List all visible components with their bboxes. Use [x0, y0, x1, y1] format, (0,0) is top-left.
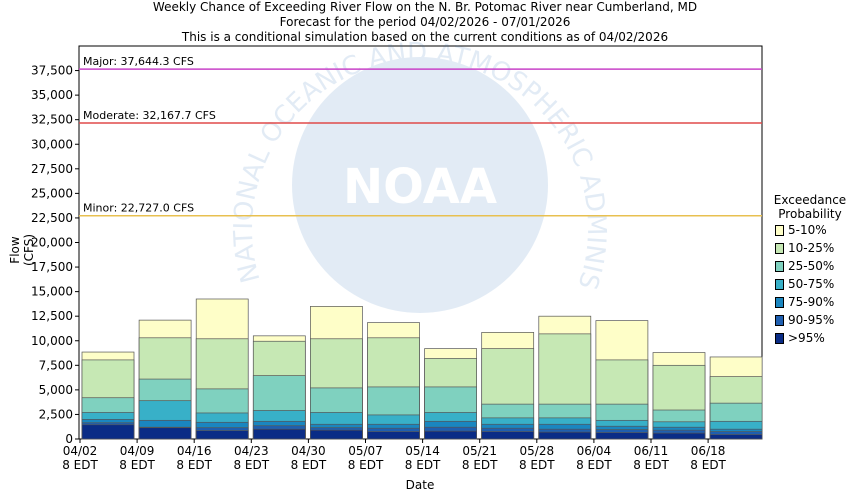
x-tick-label-date: 04/30: [291, 444, 326, 458]
x-tick-label-time: 8 EDT: [690, 458, 726, 472]
legend-label: 75-90%: [788, 295, 835, 309]
legend-swatch: [775, 278, 784, 290]
x-tick-label-time: 8 EDT: [119, 458, 155, 472]
x-tick-label-time: 8 EDT: [62, 458, 98, 472]
x-tick-label-date: 05/07: [348, 444, 383, 458]
bar-segment: [138, 427, 192, 440]
y-tick-label: 32,500: [31, 113, 73, 127]
x-tick-label-date: 04/16: [177, 444, 212, 458]
bar-segment: [367, 431, 420, 440]
x-tick-label-time: 8 EDT: [519, 458, 555, 472]
bar-segment: [195, 430, 249, 440]
legend-label: 25-50%: [788, 259, 835, 273]
y-tick-label: 20,000: [31, 236, 73, 250]
bar-segment: [310, 429, 363, 440]
y-tick-label: 7,500: [39, 358, 73, 372]
legend-label: 10-25%: [788, 241, 835, 255]
chart-subtitle-period: Forecast for the period 04/02/2026 - 07/…: [279, 15, 571, 29]
bar-segment: [709, 434, 763, 440]
x-tick-label-date: 06/18: [691, 444, 726, 458]
legend-title-line: Exceedance: [773, 193, 847, 207]
x-axis-label: Date: [405, 478, 435, 492]
legend-label: 5-10%: [788, 223, 827, 237]
x-tick-label-date: 05/14: [405, 444, 440, 458]
legend-item: 50-75%: [775, 275, 850, 293]
y-tick-label: 5,000: [39, 383, 73, 397]
x-tick-label-date: 05/21: [462, 444, 497, 458]
y-axis-label: Flow (CFS): [8, 233, 36, 267]
legend-swatch: [775, 332, 784, 344]
y-tick-label: 30,000: [31, 137, 73, 151]
bar-segment: [595, 432, 649, 440]
bar-segment: [538, 431, 592, 440]
bar-segment: [252, 428, 306, 440]
threshold-label: Minor: 22,727.0 CFS: [83, 202, 194, 215]
bar-segment: [424, 430, 477, 440]
legend-items: 5-10% 10-25% 25-50% 50-75% 75-90% 90-95% >95%: [770, 221, 850, 347]
legend-label: >95%: [788, 331, 825, 345]
watermark-logo-text: NOAA: [343, 159, 497, 215]
y-tick-label: 2,500: [39, 407, 73, 421]
x-tick-label-time: 8 EDT: [176, 458, 212, 472]
legend-title-line: Probability: [778, 207, 842, 221]
y-tick-label: 27,500: [31, 162, 73, 176]
bar-segment: [81, 424, 135, 440]
chart-subtitle-conditions: This is a conditional simulation based o…: [181, 30, 669, 44]
legend-item: 90-95%: [775, 311, 850, 329]
x-tick-label-time: 8 EDT: [233, 458, 269, 472]
y-tick-label: 15,000: [31, 285, 73, 299]
y-tick-label: 37,500: [31, 64, 73, 78]
x-tick-label-time: 8 EDT: [348, 458, 384, 472]
y-tick-label: 35,000: [31, 88, 73, 102]
legend-item: 5-10%: [775, 221, 850, 239]
x-tick-label-date: 04/23: [234, 444, 269, 458]
bar-segment: [481, 431, 535, 440]
x-tick-label-date: 04/02: [63, 444, 98, 458]
legend-swatch: [775, 242, 784, 254]
x-tick-label-time: 8 EDT: [291, 458, 327, 472]
chart-titles: Weekly Chance of Exceeding River Flow on…: [0, 0, 850, 45]
chart-title: Weekly Chance of Exceeding River Flow on…: [152, 0, 698, 14]
legend-swatch: [775, 296, 784, 308]
y-tick-label: 22,500: [31, 211, 73, 225]
y-tick-label: 10,000: [31, 334, 73, 348]
x-tick-label-time: 8 EDT: [462, 458, 498, 472]
legend: Exceedance Probability 5-10% 10-25% 25-50%…: [770, 193, 850, 347]
y-tick-label: 17,500: [31, 260, 73, 274]
legend-title: Exceedance Probability: [770, 193, 850, 221]
legend-item: 25-50%: [775, 257, 850, 275]
x-tick-label-date: 06/11: [634, 444, 669, 458]
legend-item: >95%: [775, 329, 850, 347]
x-tick-label-time: 8 EDT: [576, 458, 612, 472]
x-tick-label-date: 06/04: [577, 444, 612, 458]
legend-item: 10-25%: [775, 239, 850, 257]
legend-swatch: [775, 224, 784, 236]
x-tick-label-date: 05/28: [520, 444, 555, 458]
y-tick-label: 0: [65, 432, 73, 446]
legend-label: 50-75%: [788, 277, 835, 291]
threshold-label: Moderate: 32,167.7 CFS: [83, 109, 216, 122]
legend-item: 75-90%: [775, 293, 850, 311]
threshold-label: Major: 37,644.3 CFS: [83, 55, 194, 68]
y-tick-label: 12,500: [31, 309, 73, 323]
x-tick-label-date: 04/09: [120, 444, 155, 458]
legend-swatch: [775, 314, 784, 326]
x-tick-label-time: 8 EDT: [405, 458, 441, 472]
legend-label: 90-95%: [788, 313, 835, 327]
watermark-disc: [292, 57, 548, 313]
y-tick-label: 25,000: [31, 186, 73, 200]
x-tick-label-time: 8 EDT: [633, 458, 669, 472]
bar-segment: [652, 432, 706, 440]
legend-swatch: [775, 260, 784, 272]
